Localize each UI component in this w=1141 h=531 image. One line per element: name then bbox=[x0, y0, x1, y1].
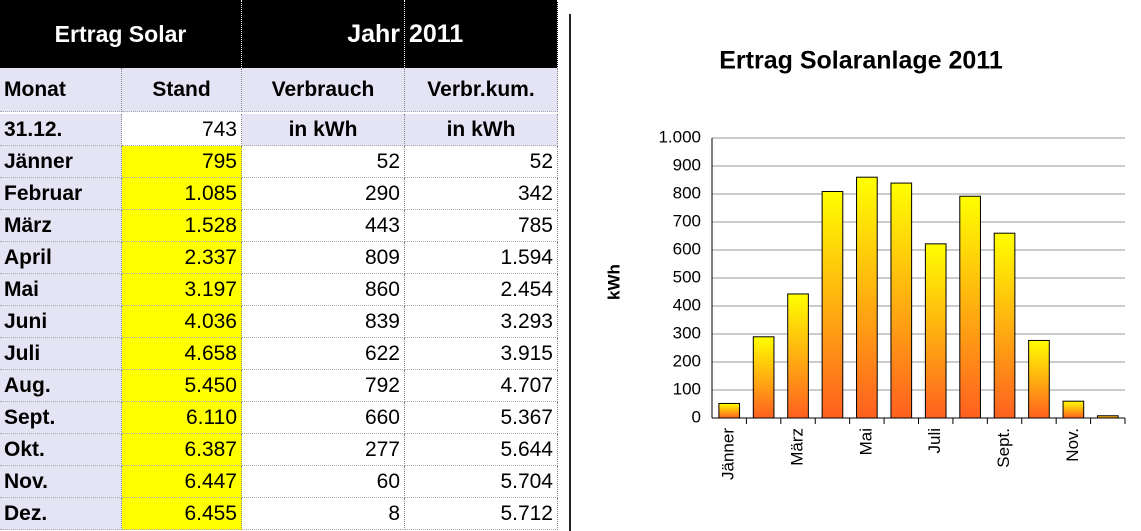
cell: 3.915 bbox=[405, 338, 558, 370]
cell: 3.197 bbox=[122, 274, 242, 306]
cell: 6.110 bbox=[122, 402, 242, 434]
cell: 860 bbox=[242, 274, 405, 306]
cell: Mai bbox=[0, 274, 122, 306]
cell: Nov. bbox=[0, 466, 122, 498]
chart: Ertrag Solaranlage 2011 kWh 0 100 200 300 40… bbox=[604, 47, 1126, 480]
bar bbox=[787, 293, 809, 419]
cell: 4.707 bbox=[405, 370, 558, 402]
bar bbox=[1028, 339, 1050, 419]
bar bbox=[718, 402, 741, 419]
cell: 785 bbox=[405, 210, 558, 242]
cell: 277 bbox=[242, 434, 405, 466]
cell: 8 bbox=[242, 498, 405, 530]
cell: 5.367 bbox=[405, 402, 558, 434]
bar bbox=[752, 336, 775, 419]
cell: 743 bbox=[122, 114, 242, 146]
bar bbox=[924, 243, 947, 419]
x-tick-label: Jänner bbox=[719, 428, 738, 480]
cell: 5.712 bbox=[405, 498, 558, 530]
cell: 1.528 bbox=[122, 210, 242, 242]
cell: 6.387 bbox=[122, 434, 242, 466]
cell: Aug. bbox=[0, 370, 122, 402]
column-header: Verbr.kum. bbox=[405, 68, 558, 112]
cell: 6.447 bbox=[122, 466, 242, 498]
bar bbox=[890, 182, 913, 419]
cell: 5.704 bbox=[405, 466, 558, 498]
cell: 4.658 bbox=[122, 338, 242, 370]
cell: 6.455 bbox=[122, 498, 242, 530]
divider bbox=[569, 14, 571, 531]
y-tick-label: 100 bbox=[673, 379, 701, 398]
y-tick-label: 400 bbox=[673, 295, 701, 314]
cell: 809 bbox=[242, 242, 405, 274]
column-header: Verbrauch bbox=[242, 68, 405, 112]
column-header: Monat bbox=[0, 68, 122, 112]
x-tick-label: Mai bbox=[856, 428, 875, 455]
cell: 5.644 bbox=[405, 434, 558, 466]
cell: Jänner bbox=[0, 146, 122, 178]
cell: 1.594 bbox=[405, 242, 558, 274]
cell: 792 bbox=[242, 370, 405, 402]
cell: Juli bbox=[0, 338, 122, 370]
bar bbox=[1062, 400, 1085, 419]
bar bbox=[821, 190, 844, 419]
y-tick-label: 1.000 bbox=[658, 127, 701, 146]
y-tick-label: 900 bbox=[673, 155, 701, 174]
cell: 2.337 bbox=[122, 242, 242, 274]
header-cell: 2011 bbox=[405, 0, 558, 68]
cell: in kWh bbox=[242, 114, 405, 146]
x-tick-label: März bbox=[788, 428, 807, 466]
bar bbox=[856, 176, 878, 419]
cell: April bbox=[0, 242, 122, 274]
cell: 660 bbox=[242, 402, 405, 434]
cell: 2.454 bbox=[405, 274, 558, 306]
cell: Dez. bbox=[0, 498, 122, 530]
bar bbox=[993, 232, 1016, 419]
cell: Februar bbox=[0, 178, 122, 210]
cell: Sept. bbox=[0, 402, 122, 434]
header-cell: Ertrag Solar bbox=[0, 0, 242, 68]
column-header: Stand bbox=[122, 68, 242, 112]
x-tick-label: Juli bbox=[925, 428, 944, 454]
cell: Juni bbox=[0, 306, 122, 338]
cell: Okt. bbox=[0, 434, 122, 466]
cell: 1.085 bbox=[122, 178, 242, 210]
cell: 31.12. bbox=[0, 114, 122, 146]
cell: 4.036 bbox=[122, 306, 242, 338]
y-tick-label: 700 bbox=[673, 211, 701, 230]
y-tick-label: 800 bbox=[673, 183, 701, 202]
x-tick-label: Sept. bbox=[994, 428, 1013, 468]
cell: 342 bbox=[405, 178, 558, 210]
cell: 3.293 bbox=[405, 306, 558, 338]
cell: 52 bbox=[242, 146, 405, 178]
cell: März bbox=[0, 210, 122, 242]
cell: 839 bbox=[242, 306, 405, 338]
cell: 795 bbox=[122, 146, 242, 178]
cell: 5.450 bbox=[122, 370, 242, 402]
y-tick-label: 0 bbox=[692, 407, 701, 426]
bar bbox=[959, 195, 981, 419]
chart-title: Ertrag Solaranlage 2011 bbox=[719, 47, 1003, 75]
cell: 622 bbox=[242, 338, 405, 370]
y-tick-label: 500 bbox=[673, 267, 701, 286]
cell: 290 bbox=[242, 178, 405, 210]
y-tick-label: 600 bbox=[673, 239, 701, 258]
cell: 52 bbox=[405, 146, 558, 178]
y-tick-label: 300 bbox=[673, 323, 701, 342]
y-axis-label: kWh bbox=[604, 264, 623, 300]
cell: 443 bbox=[242, 210, 405, 242]
y-tick-label: 200 bbox=[673, 351, 701, 370]
cell: 60 bbox=[242, 466, 405, 498]
x-tick-label: Nov. bbox=[1063, 428, 1082, 462]
cell: in kWh bbox=[405, 114, 558, 146]
header-cell: Jahr bbox=[242, 0, 405, 68]
